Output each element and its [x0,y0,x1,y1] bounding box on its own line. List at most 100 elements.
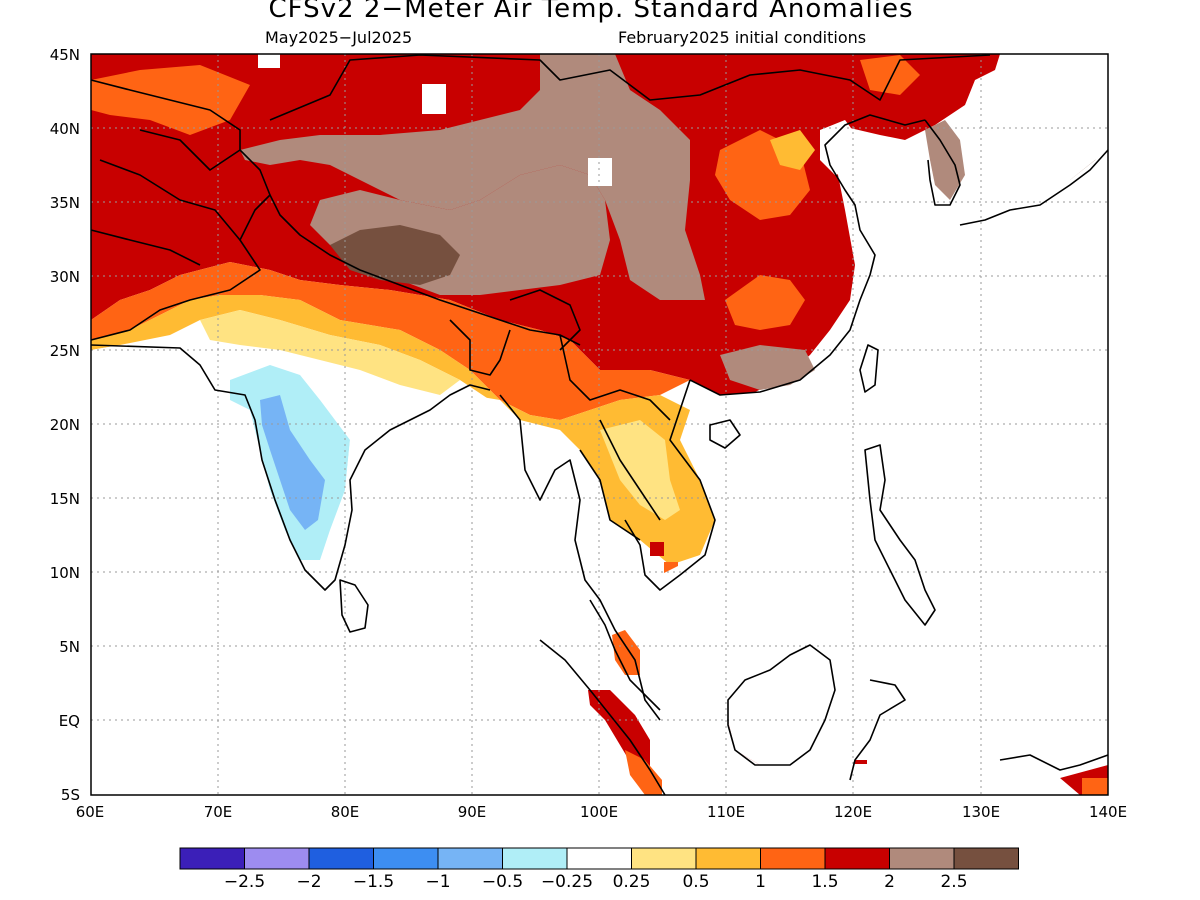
japan-coast [959,149,1109,226]
lat-label-30n: 30N [49,268,80,286]
map-frame [90,53,1109,796]
orange-malaysia [612,630,640,675]
lon-label-140e: 140E [1088,803,1128,821]
colorbar-swatch [437,847,503,870]
brown-anomaly-core [330,225,460,285]
colorbar-swatch [824,847,890,870]
vietnam-coast [624,379,716,591]
sulawesi-coast [849,679,906,781]
bay-of-bengal [290,395,610,795]
pale-yellow-indochina [600,420,680,520]
colorbar-label: −0.5 [481,872,524,892]
colorbar-label: 2 [884,872,895,892]
colorbar-swatch [631,847,697,870]
colorbar-label: −0.25 [540,872,594,892]
light-orange-patch [770,130,815,170]
white-gap-3 [588,158,612,186]
china-western-border [239,149,271,196]
grid-lines [91,54,1108,795]
hainan-coast [709,419,741,449]
orange-patch-south-china [725,275,805,330]
forecast-period: May2025−Jul2025 [265,28,413,47]
taiwan-coast [859,344,879,393]
india-northern-border [90,194,581,346]
lon-label-100e: 100E [579,803,619,821]
colorbar-swatch [373,847,439,870]
borneo-coast [727,644,836,766]
colorbar [179,847,1019,870]
taupe-patch-south-china [720,345,815,390]
colorbar-label: 1 [755,872,766,892]
coastlines [90,54,1109,796]
orange-patch-north [860,55,920,95]
map-title: CFSv2 2−Meter Air Temp. Standard Anomali… [268,0,914,24]
korea-coast [924,119,961,206]
white-gap-1 [258,54,280,68]
orange-new-guinea [1082,778,1108,795]
lat-label-20n: 20N [49,416,80,434]
light-orange-band [91,295,715,565]
lat-label-35n: 35N [49,194,80,212]
malay-coast [589,599,661,711]
lon-label-70e: 70E [203,803,233,821]
colorbar-swatch [695,847,761,870]
colorbar-label: 1.5 [811,872,839,892]
lat-label-45n: 45N [49,46,80,64]
colorbar-label: 2.5 [940,872,968,892]
colorbar-label: −1.5 [352,872,395,892]
colorbar-swatch [179,847,245,870]
lat-label-5s: 5S [60,786,80,804]
lat-label-40n: 40N [49,120,80,138]
lat-label-eq: EQ [58,712,80,730]
colorbar-swatch [244,847,310,870]
orange-anomaly-band [91,262,690,420]
colorbar-swatch [953,847,1019,870]
central-asia-borders [90,79,241,266]
bangladesh-border [449,319,511,376]
colorbar-swatch [760,847,826,870]
colorbar-swatch [308,847,374,870]
ocean-mask [91,54,1108,795]
india-coastline [90,344,491,591]
anomaly-shading [91,54,1108,795]
colorbar-label: −1 [425,872,451,892]
taupe-anomaly-region [240,54,705,300]
lon-label-60e: 60E [75,803,105,821]
lat-label-25n: 25N [49,342,80,360]
philippines-coast [864,444,936,626]
lon-label-80e: 80E [330,803,360,821]
orange-sumatra-south [625,750,662,795]
colorbar-swatch [502,847,568,870]
new-guinea-coast [999,754,1109,771]
red-speck-cambodia [650,542,664,556]
medium-blue-india [260,395,325,530]
china-coast [689,114,926,396]
colorbar-label: −2 [296,872,322,892]
white-gap-2 [422,84,446,114]
pale-yellow-band [200,310,460,395]
colorbar-label: 0.25 [612,872,651,892]
white-bohai [820,120,860,175]
arabian-sea [91,345,310,795]
sumatra-coast [539,639,666,796]
south-china-sea [650,400,880,660]
lon-label-130e: 130E [961,803,1001,821]
lat-label-15n: 15N [49,490,80,508]
lat-label-10n: 10N [49,564,80,582]
lon-label-120e: 120E [833,803,873,821]
taupe-patch-korea [925,120,965,200]
lat-label-5n: 5N [59,638,80,656]
lon-label-90e: 90E [457,803,487,821]
sri-lanka-coast [339,579,369,633]
colorbar-label: −2.5 [223,872,266,892]
mongolia-border [269,54,991,121]
colorbar-label: 0.5 [682,872,710,892]
colorbar-swatch [889,847,955,870]
indochina-borders [559,334,671,541]
myanmar-border [509,289,581,351]
indochina-coast [499,394,661,721]
red-sumatra [588,690,650,775]
colorbar-swatch [566,847,632,870]
lon-label-110e: 110E [706,803,746,821]
